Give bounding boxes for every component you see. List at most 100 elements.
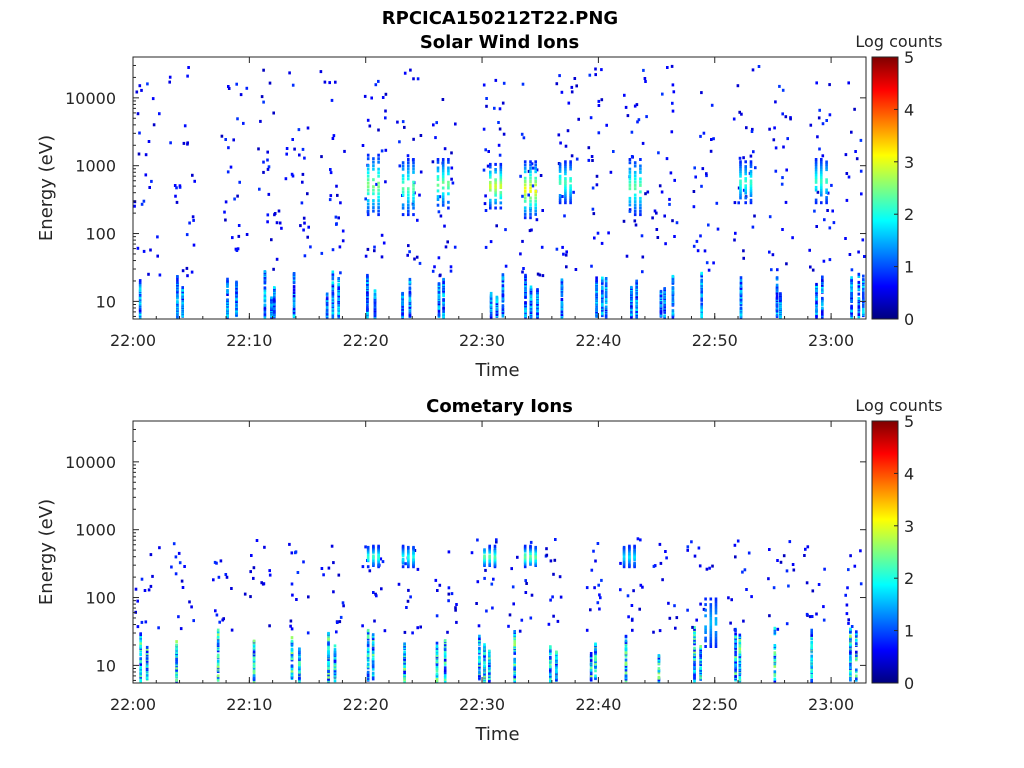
burst-pixel [709,639,713,643]
data-pixel [663,290,666,294]
data-pixel [301,172,305,176]
data-pixel [327,645,330,649]
data-pixel [373,245,376,249]
data-pixel [329,171,333,175]
data-pixel [791,563,795,566]
data-pixel [366,273,369,277]
x-tick-label: 22:30 [459,695,505,714]
data-pixel [483,651,486,655]
data-pixel [175,647,178,651]
burst-pixel [744,191,747,195]
data-pixel [653,564,657,568]
data-pixel [560,306,564,310]
burst-pixel [489,198,492,202]
burst-pixel [407,167,410,171]
burst-pixel [814,163,818,166]
data-pixel [366,651,370,655]
data-pixel [138,281,142,284]
burst-pixel [412,213,415,217]
data-pixel [491,606,494,610]
data-pixel [810,665,813,669]
colorbar-label: Log counts [855,396,942,415]
data-pixel [699,602,702,606]
data-pixel [332,134,336,138]
burst-pixel [529,199,532,203]
data-pixel [380,587,383,591]
data-pixel [267,192,271,196]
burst-pixel [564,194,567,197]
data-pixel [663,287,666,291]
data-pixel [303,156,306,160]
data-pixel [335,630,338,634]
data-pixel [290,172,294,176]
data-pixel [700,184,703,188]
data-pixel [692,244,696,248]
burst-pixel [441,175,445,179]
burst-pixel [749,201,753,205]
data-pixel [301,147,305,151]
data-pixel [221,618,224,622]
burst-pixel [366,188,370,192]
data-pixel [636,537,640,541]
data-pixel [600,68,603,72]
data-pixel [156,235,159,239]
burst-pixel [820,175,823,179]
burst-pixel [412,170,415,174]
burst-pixel [714,617,718,621]
data-pixel [142,249,146,253]
burst-pixel [372,199,375,203]
data-pixel [476,538,479,542]
data-pixel [733,543,737,547]
data-pixel [553,558,557,562]
data-pixel [745,126,748,130]
burst-pixel [499,193,503,197]
data-pixel [857,250,860,254]
burst-pixel [628,196,632,200]
data-pixel [693,668,696,672]
burst-pixel [499,178,503,182]
data-pixel [435,647,439,650]
x-tick-label: 22:40 [575,331,621,350]
data-pixel [181,294,184,298]
data-pixel [593,586,596,590]
data-pixel [366,648,370,652]
data-pixel [670,64,674,68]
data-pixel [849,554,852,558]
data-pixel [558,74,561,78]
data-pixel [192,243,196,247]
burst-pixel [633,187,637,191]
data-pixel [775,285,779,289]
data-pixel [183,124,187,128]
data-pixel [226,289,229,292]
data-pixel [742,156,745,160]
burst-pixel [407,200,410,204]
burst-pixel [412,555,415,559]
data-pixel [773,655,777,659]
data-pixel [371,675,375,679]
data-pixel [560,300,564,303]
data-pixel [816,135,819,139]
burst-pixel [412,158,415,161]
burst-pixel [529,556,532,560]
data-pixel [337,287,340,291]
data-pixel [821,302,824,306]
data-pixel [257,147,260,151]
data-pixel [810,644,813,648]
data-pixel [637,118,641,122]
burst-pixel [569,167,572,171]
burst-pixel [744,172,747,176]
data-pixel [183,565,186,568]
data-pixel [139,632,142,636]
burst-pixel [441,203,445,207]
data-pixel [366,664,370,668]
data-pixel [740,112,743,116]
burst-pixel [529,552,532,555]
burst-pixel [441,195,445,199]
data-pixel [559,595,563,599]
burst-pixel [372,157,375,161]
data-pixel [742,249,745,253]
data-pixel [226,279,229,283]
data-pixel [139,667,142,671]
data-pixel [589,116,593,120]
data-pixel [364,254,368,258]
